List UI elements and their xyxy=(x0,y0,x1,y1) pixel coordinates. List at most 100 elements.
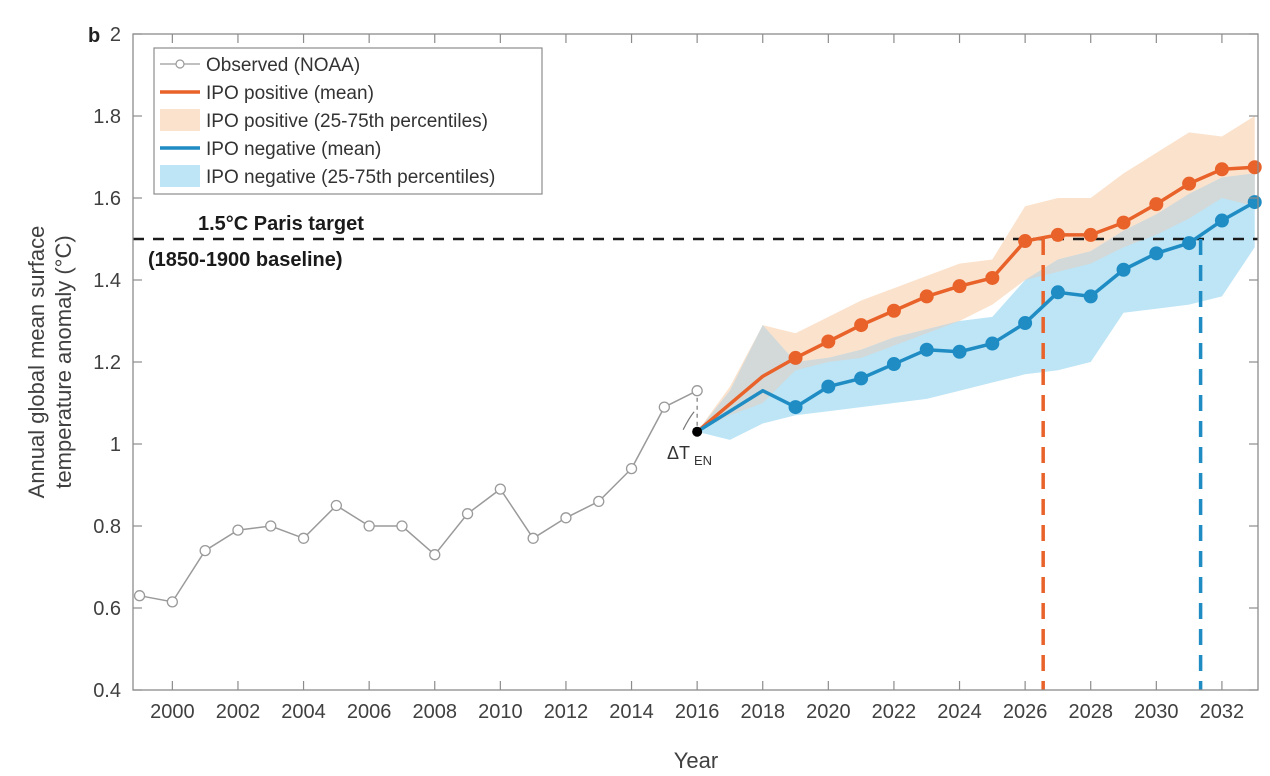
x-tick-label: 2016 xyxy=(675,701,720,723)
negative-mean-point xyxy=(1182,236,1197,251)
observed-point xyxy=(265,520,277,532)
legend-item: Observed (NOAA) xyxy=(160,55,360,76)
observed-point xyxy=(330,499,343,512)
x-tick-label: 2018 xyxy=(740,701,785,723)
observed-point xyxy=(494,483,506,495)
delta-t-text: ΔT xyxy=(667,443,690,463)
y-axis-label-line1: Annual global mean surface xyxy=(24,226,49,499)
legend-swatch xyxy=(160,109,200,131)
legend-item: IPO negative (mean) xyxy=(160,139,381,160)
positive-mean-point xyxy=(985,270,1000,285)
positive-mean-point xyxy=(1050,227,1065,242)
x-tick-label: 2024 xyxy=(937,701,982,723)
x-tick-label: 2026 xyxy=(1003,701,1048,723)
negative-mean-point xyxy=(854,371,869,386)
legend-box xyxy=(153,47,543,195)
y-axis-label: Annual global mean surface temperature a… xyxy=(24,226,76,499)
positive-mean-point xyxy=(1182,176,1197,191)
negative-mean-point xyxy=(1214,213,1229,228)
delta-t-label: ΔT EN xyxy=(667,443,712,468)
y-tick-label: 1.6 xyxy=(93,188,121,210)
observed-point xyxy=(560,512,572,524)
observed-point xyxy=(429,549,441,561)
delta-t-bracket xyxy=(682,411,695,430)
legend-item: IPO negative (25-75th percentiles) xyxy=(160,165,495,188)
panel-label: b xyxy=(88,25,100,47)
y-tick-label: 1 xyxy=(110,434,121,456)
observed-point xyxy=(691,385,703,397)
legend: Observed (NOAA) IPO positive (mean) IPO po… xyxy=(153,47,543,195)
negative-mean-point xyxy=(1083,289,1098,304)
legend-swatch xyxy=(160,165,200,187)
target-label-line1: 1.5°C Paris target xyxy=(198,213,364,235)
crossing-layer xyxy=(1041,239,1203,690)
start-point xyxy=(692,426,703,437)
observed-point xyxy=(232,524,244,536)
legend-item: IPO positive (mean) xyxy=(160,83,374,104)
positive-mean-point xyxy=(1149,197,1164,212)
legend-label: IPO positive (25-75th percentiles) xyxy=(206,111,488,132)
negative-mean-point xyxy=(919,342,934,357)
negative-mean-point xyxy=(821,379,836,394)
positive-mean-point xyxy=(1247,160,1262,175)
bands-layer xyxy=(697,116,1255,440)
x-tick-label: 2006 xyxy=(347,701,392,723)
y-tick-label: 1.8 xyxy=(93,106,121,128)
observed-line xyxy=(139,390,698,603)
y-tick-label: 0.6 xyxy=(93,598,121,620)
y-tick-label: 1.4 xyxy=(93,270,121,292)
negative-mean-point xyxy=(1149,246,1164,261)
positive-mean-point xyxy=(886,303,901,318)
y-tick-label: 0.4 xyxy=(93,680,121,702)
positive-mean-point xyxy=(854,318,869,333)
x-tick-label: 2000 xyxy=(150,701,195,723)
observed-point xyxy=(199,544,211,557)
x-tick-label: 2008 xyxy=(412,701,457,723)
observed-point xyxy=(658,401,670,413)
x-tick-label: 2010 xyxy=(478,701,523,723)
negative-mean-point xyxy=(985,336,1000,351)
positive-mean-point xyxy=(821,334,836,349)
y-tick-label: 1.2 xyxy=(93,352,121,374)
y-axis-label-line2: temperature anomaly (°C) xyxy=(51,235,76,488)
observed-point xyxy=(166,596,179,608)
legend-label: IPO negative (25-75th percentiles) xyxy=(206,167,495,188)
x-tick-label: 2028 xyxy=(1068,701,1113,723)
positive-mean-point xyxy=(919,289,934,304)
negative-mean-point xyxy=(1018,316,1033,331)
observed-point xyxy=(461,508,474,520)
positive-mean-point xyxy=(788,350,803,365)
x-tick-label: 2020 xyxy=(806,701,851,723)
negative-mean-point xyxy=(1050,285,1065,300)
x-tick-label: 2004 xyxy=(281,701,326,723)
positive-mean-point xyxy=(952,279,967,294)
positive-mean-point xyxy=(1214,162,1229,177)
observed-point xyxy=(625,462,638,475)
legend-marker xyxy=(175,59,185,69)
legend-label: IPO negative (mean) xyxy=(206,139,381,160)
x-tick-label: 2002 xyxy=(216,701,261,723)
y-tick-label: 0.8 xyxy=(93,516,121,538)
negative-mean-point xyxy=(1116,262,1131,277)
y-tick-label: 2 xyxy=(110,24,121,46)
observed-point xyxy=(593,495,605,508)
observed-point xyxy=(396,520,408,532)
observed-point xyxy=(297,532,310,544)
x-tick-label: 2032 xyxy=(1200,701,1245,723)
observed-point xyxy=(527,532,539,544)
x-tick-label: 2030 xyxy=(1134,701,1179,723)
axes-layer: 2000 2002 2004 2006 2008 2010 2012 2014 2016 2018… xyxy=(93,24,1259,723)
legend-label: Observed (NOAA) xyxy=(206,55,360,76)
x-tick-label: 2022 xyxy=(872,701,917,723)
negative-mean-point xyxy=(886,357,901,372)
series-layer xyxy=(133,160,1262,608)
legend-label: IPO positive (mean) xyxy=(206,83,374,104)
annotations: 1.5°C Paris target (1850-1900 baseline) … xyxy=(148,213,712,468)
negative-mean-point xyxy=(952,344,967,359)
positive-mean-point xyxy=(1116,215,1131,230)
positive-mean-point xyxy=(1018,234,1033,249)
positive-mean-point xyxy=(1083,227,1098,242)
target-label-line2: (1850-1900 baseline) xyxy=(148,249,343,271)
observed-point xyxy=(133,590,146,602)
